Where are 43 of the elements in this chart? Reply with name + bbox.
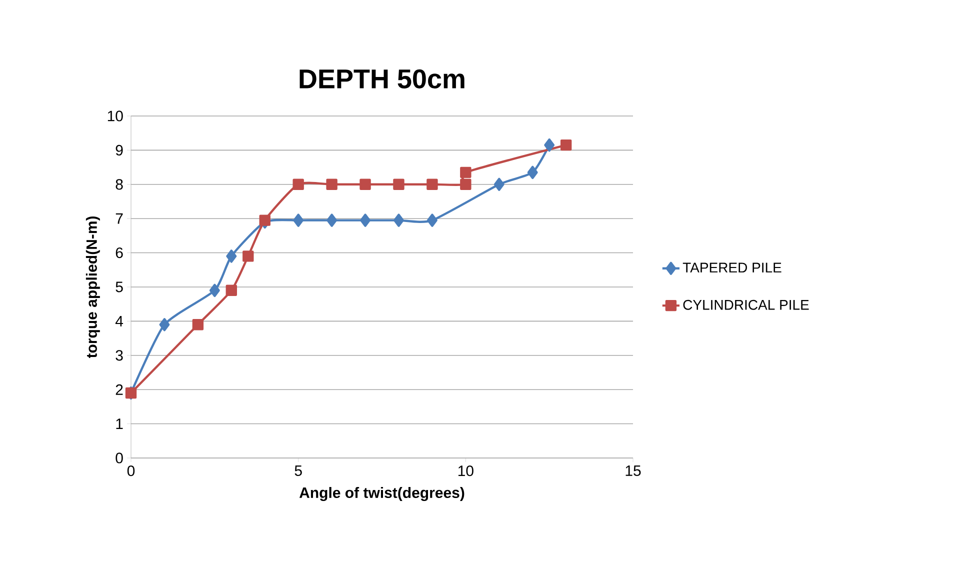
- y-tick-label: 6: [116, 247, 123, 258]
- y-tick-label: 9: [116, 144, 123, 156]
- point: [560, 139, 572, 151]
- y-tick-label: 8: [116, 179, 123, 190]
- point: [426, 214, 438, 227]
- x-tick-label: 15: [626, 466, 641, 476]
- y-tick-label: 4: [115, 316, 124, 326]
- x-tick-label: 0: [127, 466, 135, 476]
- point: [360, 214, 370, 227]
- point: [293, 214, 304, 227]
- point: [326, 214, 338, 227]
- point: [460, 178, 472, 190]
- y-tick-label: 7: [116, 213, 123, 224]
- point: [159, 318, 170, 332]
- point: [460, 166, 472, 178]
- point: [259, 214, 270, 226]
- x-tick-label: 10: [458, 466, 474, 476]
- x-tick-label: 5: [294, 466, 302, 476]
- y-tick-label: 10: [108, 110, 123, 122]
- legend-label: CYLINDRICAL PILE: [683, 300, 809, 310]
- point: [242, 250, 254, 262]
- point: [292, 178, 304, 190]
- point: [360, 178, 371, 190]
- y-tick-label: 1: [116, 418, 123, 429]
- point: [426, 178, 438, 190]
- legend-label: TAPERED PILE: [682, 262, 782, 272]
- point: [494, 178, 504, 191]
- point: [209, 284, 220, 298]
- point: [527, 166, 538, 180]
- chart-title: DEPTH 50cm: [300, 69, 464, 88]
- point: [393, 178, 404, 190]
- y-axis-title: torque applied(N-m): [86, 216, 100, 358]
- point: [226, 250, 237, 263]
- point: [226, 284, 238, 296]
- y-tick-label: 3: [116, 350, 123, 361]
- point: [544, 138, 555, 152]
- y-tick-label: 0: [116, 452, 123, 464]
- point: [394, 214, 404, 227]
- y-tick-label: 2: [116, 384, 123, 395]
- point: [326, 178, 338, 190]
- y-tick-label: 5: [116, 282, 123, 292]
- point: [192, 319, 204, 330]
- x-axis-title: Angle of twist(degrees): [299, 487, 464, 502]
